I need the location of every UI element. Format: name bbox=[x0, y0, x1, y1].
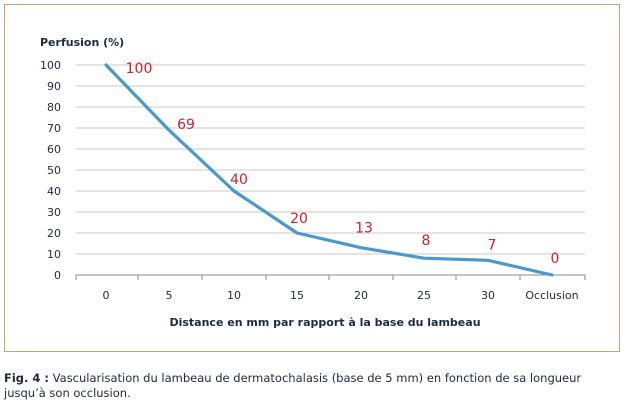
data-label-2: 40 bbox=[230, 172, 248, 188]
x-tick-label-6: 30 bbox=[481, 289, 495, 302]
x-tick-label-3: 15 bbox=[290, 289, 304, 302]
y-tick-label-40: 40 bbox=[47, 185, 61, 198]
data-label-0: 100 bbox=[126, 61, 153, 77]
y-tick-label-20: 20 bbox=[47, 227, 61, 240]
data-label-4: 13 bbox=[355, 221, 373, 237]
x-axis-title: Distance en mm par rapport à la base du … bbox=[169, 316, 481, 329]
data-label-3: 20 bbox=[290, 211, 308, 227]
figure-caption-text: Vascularisation du lambeau de dermatocha… bbox=[4, 371, 582, 400]
data-label-5: 8 bbox=[422, 233, 431, 249]
data-label-layer: 100 69 40 20 13 8 7 0 bbox=[126, 61, 560, 267]
x-tick-label-2: 10 bbox=[227, 289, 241, 302]
x-tick-label-0: 0 bbox=[103, 289, 110, 302]
data-label-6: 7 bbox=[488, 237, 497, 253]
y-tick-label-50: 50 bbox=[47, 164, 61, 177]
x-tick-label-4: 20 bbox=[354, 289, 368, 302]
y-tick-label-30: 30 bbox=[47, 206, 61, 219]
y-axis-title: Perfusion (%) bbox=[40, 36, 125, 49]
perfusion-line bbox=[104, 63, 554, 277]
x-tick-label-1: 5 bbox=[166, 289, 173, 302]
y-tick-label-90: 90 bbox=[47, 80, 61, 93]
y-tick-label-0: 0 bbox=[54, 269, 61, 282]
y-tick-label-70: 70 bbox=[47, 122, 61, 135]
data-label-7: 0 bbox=[551, 251, 560, 267]
y-tick-label-80: 80 bbox=[47, 101, 61, 114]
figure-number: Fig. 4 : bbox=[4, 371, 50, 385]
figure-caption: Fig. 4 : Vascularisation du lambeau de d… bbox=[4, 371, 622, 401]
chart-frame: 0 10 20 30 40 50 60 70 80 90 100 0 5 10 15 20 25 30 Occlus… bbox=[4, 4, 620, 352]
x-tick-label-5: 25 bbox=[417, 289, 431, 302]
data-label-1: 69 bbox=[177, 117, 195, 133]
y-tick-label-10: 10 bbox=[47, 248, 61, 261]
grid-layer bbox=[76, 64, 585, 255]
y-tick-label-60: 60 bbox=[47, 143, 61, 156]
series-layer bbox=[104, 63, 554, 277]
y-tick-label-100: 100 bbox=[40, 59, 61, 72]
x-tick-label-7: Occlusion bbox=[525, 289, 578, 302]
